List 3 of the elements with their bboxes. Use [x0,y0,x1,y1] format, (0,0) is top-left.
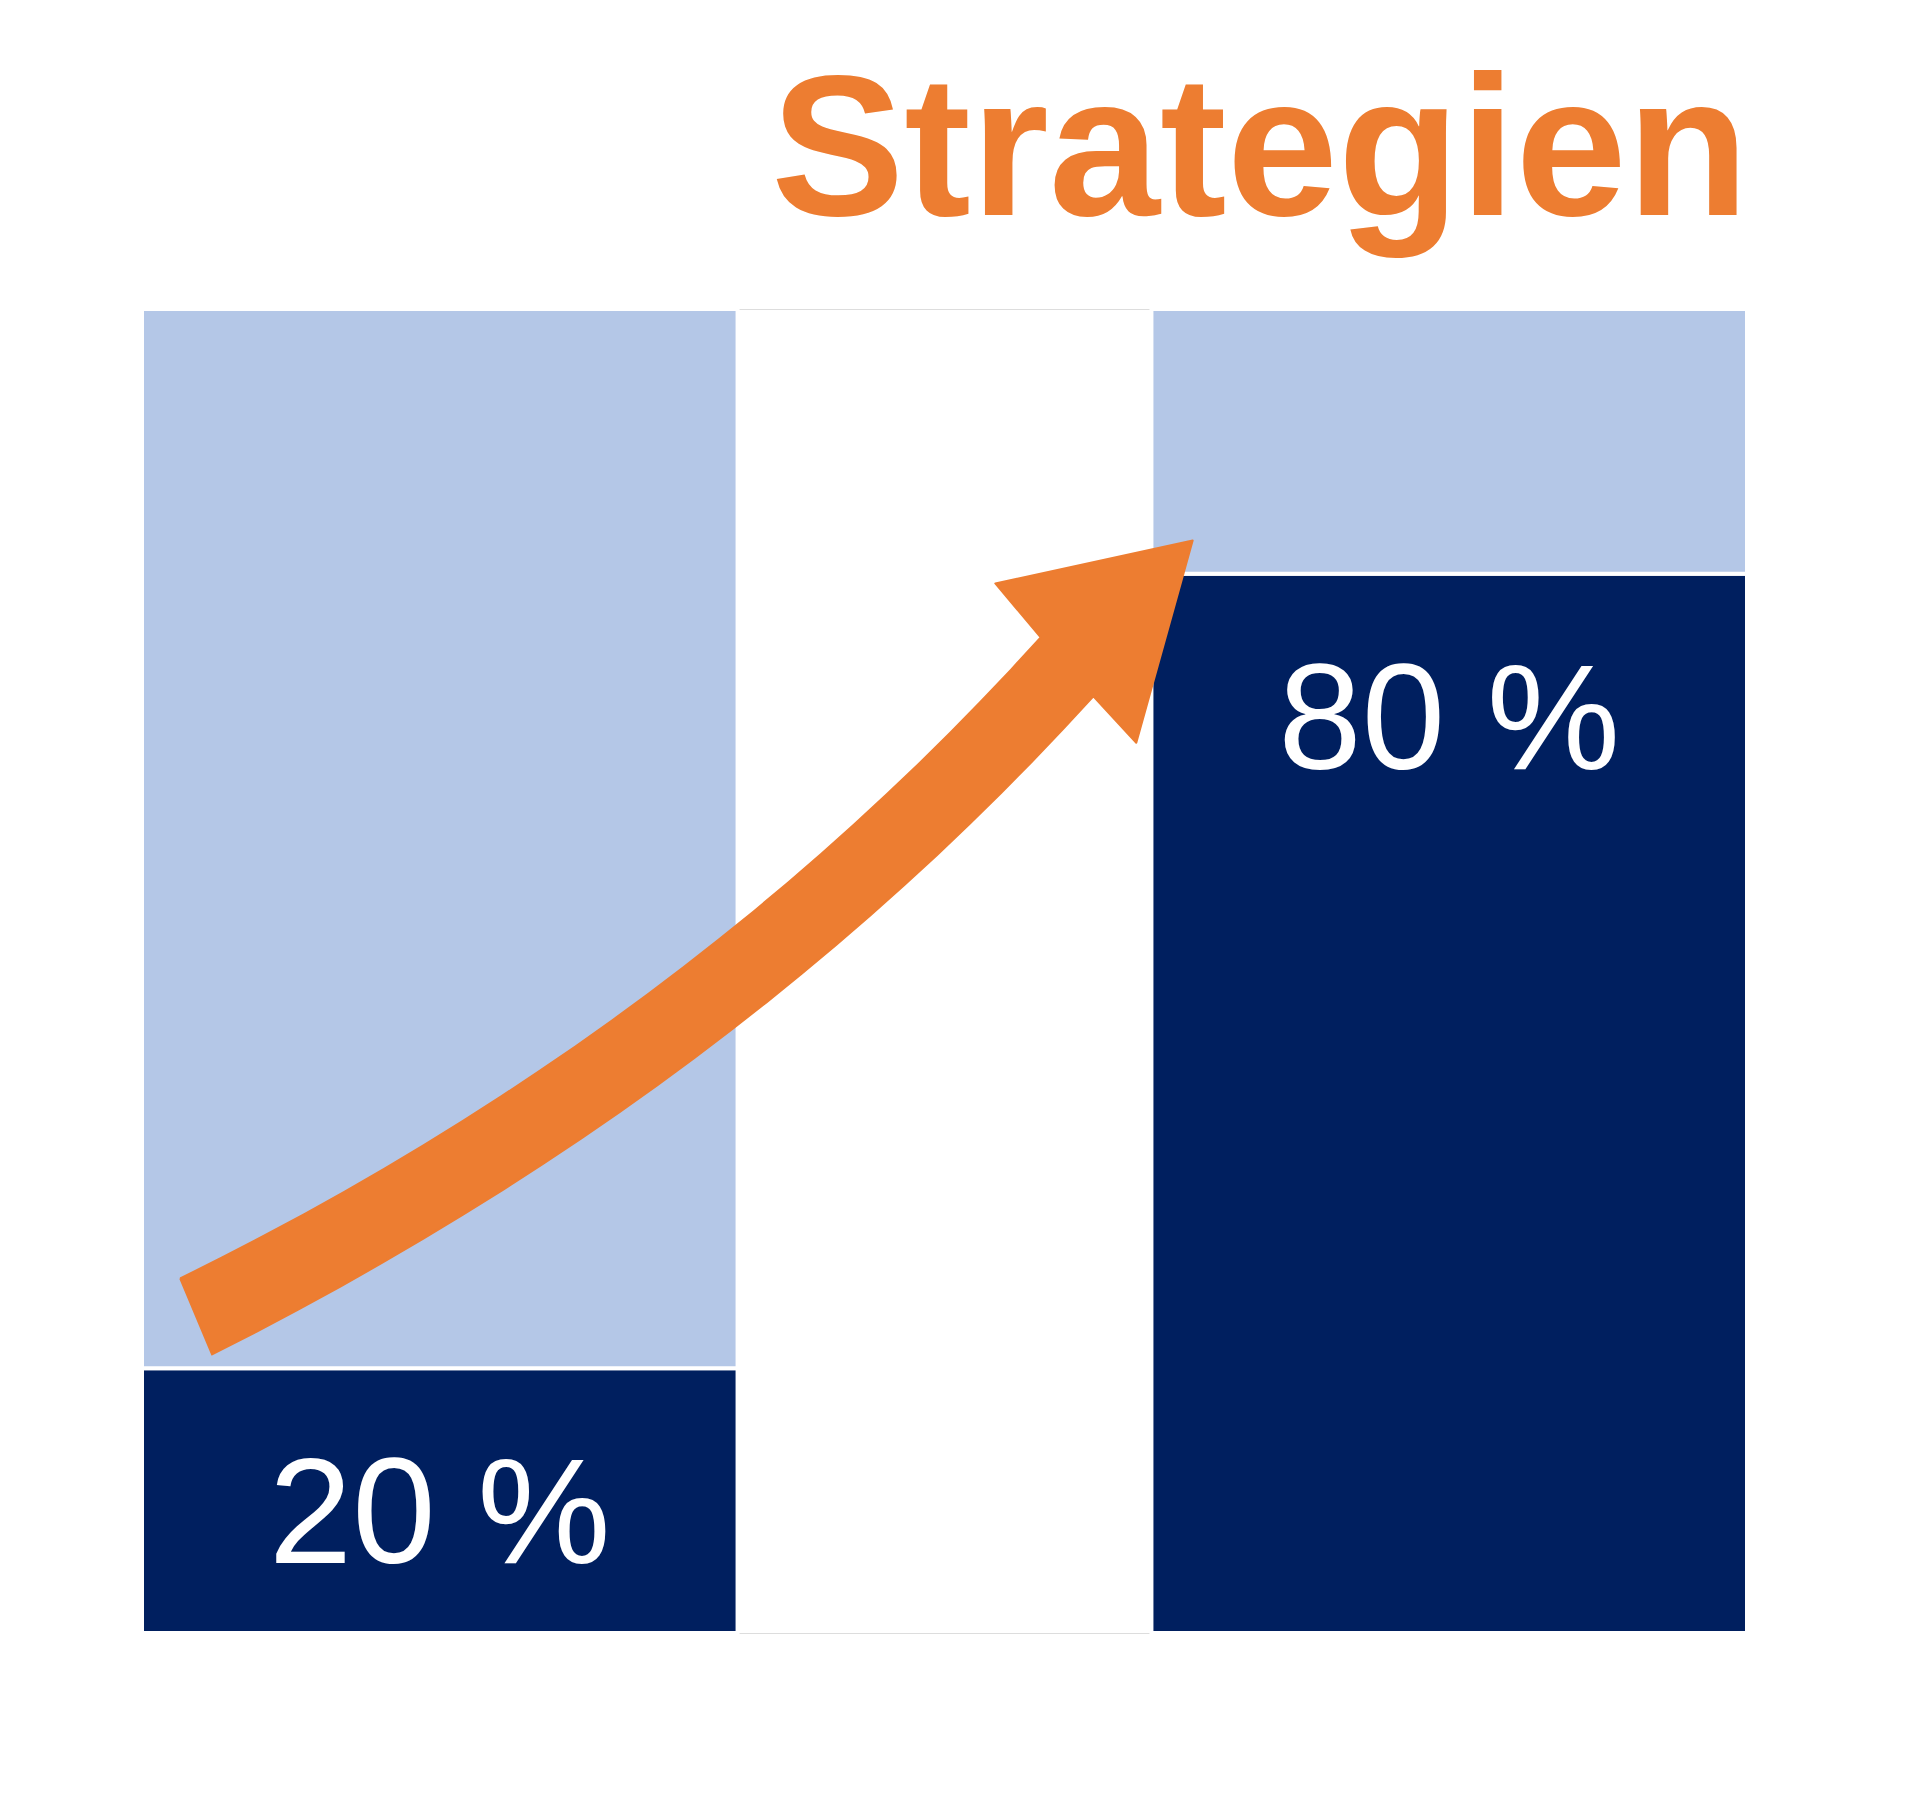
data-label: 20 % [268,1427,611,1596]
data-label: 80 % [1278,632,1621,801]
chart-title: Strategien [770,34,1749,258]
